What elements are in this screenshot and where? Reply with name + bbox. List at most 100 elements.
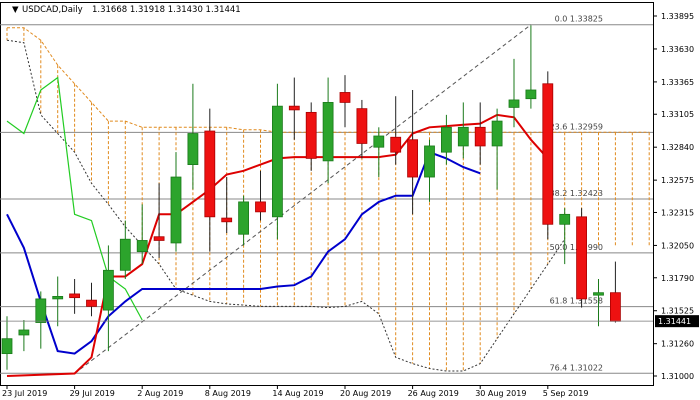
- candle: [339, 75, 351, 128]
- title-arrow-icon[interactable]: ▼: [12, 5, 19, 15]
- candle-body: [153, 236, 165, 241]
- candle-body: [339, 92, 351, 103]
- candle: [593, 279, 604, 327]
- candle-body: [356, 108, 368, 144]
- price-tick-label: 1.33105: [661, 110, 694, 119]
- fib-label: 23.6 1.32959: [550, 122, 603, 131]
- title-symbol: USDCAD,Daily: [22, 5, 83, 15]
- candle: [305, 102, 317, 171]
- date-axis: 23 Jul 2019 29 Jul 2019 2 Aug 2019 8 Aug 20…: [0, 385, 653, 398]
- candle-body: [69, 293, 80, 299]
- candle-body: [35, 298, 47, 323]
- candle-body: [18, 329, 30, 336]
- date-tick-label: 20 Aug 2019: [340, 389, 391, 398]
- indicator-lines: [6, 24, 650, 377]
- candle-body: [474, 126, 486, 147]
- candle-body: [373, 135, 385, 148]
- span-b-line: [6, 39, 566, 372]
- candle-body: [288, 105, 300, 111]
- candle: [119, 220, 131, 280]
- price-tick-label: 1.31260: [661, 340, 694, 349]
- candle-body: [559, 213, 571, 225]
- candle-body: [86, 299, 97, 307]
- candle: [136, 204, 148, 265]
- date-tick-label: 26 Aug 2019: [408, 389, 459, 398]
- candle: [1, 316, 13, 370]
- candle: [356, 99, 368, 159]
- candle-body: [170, 176, 182, 244]
- candle: [559, 208, 571, 265]
- candle-body: [221, 217, 233, 223]
- candle: [424, 139, 435, 202]
- candle: [221, 177, 233, 233]
- candle-body: [610, 292, 621, 322]
- fib-label: 61.8 1.31558: [550, 297, 603, 306]
- date-tick-label: 29 Jul 2019: [70, 389, 115, 398]
- candle-body: [440, 126, 452, 153]
- candle: [255, 170, 266, 221]
- date-tick-label: 8 Aug 2019: [205, 389, 251, 398]
- date-tick-label: 2 Aug 2019: [137, 389, 183, 398]
- candle-body: [593, 292, 604, 296]
- date-tick-label: 5 Sep 2019: [543, 389, 589, 398]
- price-tick-label: 1.32050: [661, 241, 694, 250]
- candle: [69, 279, 80, 314]
- price-tick-label: 1.32840: [661, 143, 694, 152]
- candle: [491, 108, 503, 190]
- candle: [271, 83, 283, 240]
- candle: [18, 320, 30, 352]
- candle-body: [542, 83, 554, 225]
- candle: [187, 83, 199, 190]
- date-tick-label: 14 Aug 2019: [272, 389, 323, 398]
- candle: [508, 58, 520, 128]
- candle-body: [255, 201, 266, 213]
- price-axis: 1.33895 1.33630 1.33365 1.33105 1.32840 1.325…: [0, 2, 699, 385]
- candle: [103, 245, 114, 352]
- candle-body: [576, 216, 587, 300]
- price-tick-label: 1.31525: [661, 307, 694, 316]
- candle: [86, 282, 97, 317]
- candle-body: [407, 139, 419, 178]
- candle-body: [271, 105, 283, 218]
- price-tick-label: 1.31790: [661, 274, 694, 283]
- candle-body: [390, 136, 402, 153]
- candle: [288, 77, 300, 140]
- date-tick-label: 23 Jul 2019: [2, 389, 47, 398]
- candle: [390, 96, 402, 165]
- candle: [204, 108, 216, 252]
- price-tick-label: 1.33895: [661, 12, 694, 21]
- candle: [170, 152, 182, 252]
- candle: [52, 276, 64, 327]
- candle-body: [491, 120, 503, 147]
- ichimoku-cloud: [6, 27, 650, 372]
- candle: [153, 183, 165, 258]
- chart-title: ▼ USDCAD,Daily 1.31668 1.31918 1.31430 1…: [12, 5, 241, 15]
- price-tick-label: 1.32315: [661, 208, 694, 217]
- price-tick-label: 1.32575: [661, 176, 694, 185]
- candle-body: [508, 99, 520, 108]
- title-ohlc: 1.31668 1.31918 1.31430 1.31441: [92, 5, 241, 15]
- candle-body: [136, 240, 148, 253]
- candle: [238, 195, 250, 246]
- candle: [525, 25, 537, 109]
- current-price-label: 1.31441: [658, 317, 691, 326]
- candle: [35, 291, 47, 349]
- kijun-line: [6, 150, 481, 355]
- current-price-label-bg: [655, 315, 699, 328]
- candle-body: [424, 145, 435, 178]
- fib-trendline: [74, 24, 532, 374]
- price-tick-label: 1.31000: [661, 372, 694, 381]
- candle-body: [305, 111, 317, 159]
- candle-body: [204, 130, 216, 218]
- candle-body: [525, 89, 537, 100]
- price-tick-label: 1.33365: [661, 78, 694, 87]
- candle: [373, 127, 385, 178]
- candle-body: [322, 102, 334, 162]
- candle: [457, 102, 469, 159]
- candle: [407, 89, 419, 215]
- candle-body: [1, 338, 13, 355]
- candle-body: [187, 133, 199, 166]
- fib-label: 0.0 1.33825: [555, 15, 603, 24]
- candle-body: [52, 296, 64, 300]
